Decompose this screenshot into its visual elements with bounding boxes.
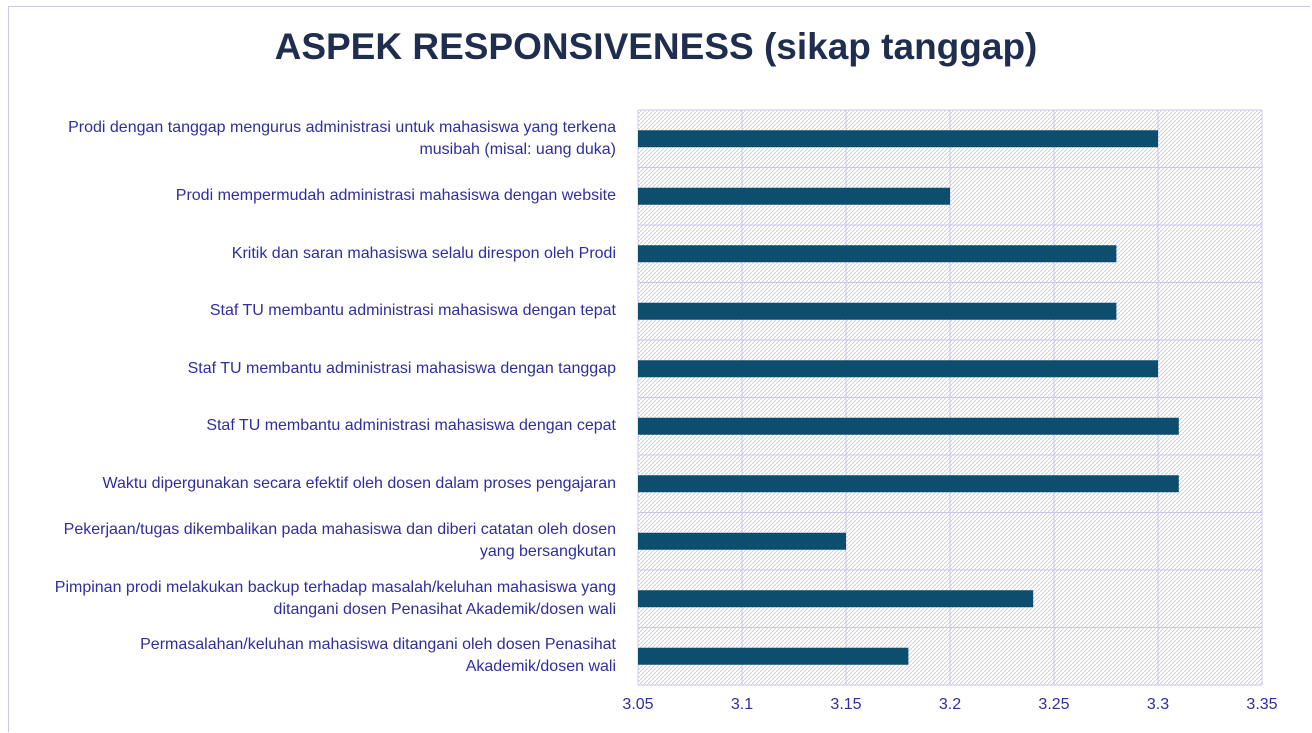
- y-tick-label: Staf TU membantu administrasi mahasiswa …: [209, 302, 616, 320]
- bar: [638, 360, 1158, 378]
- x-tick-label: 3.2: [939, 696, 961, 713]
- y-tick-label: Waktu dipergunakan secara efektif oleh d…: [102, 474, 616, 492]
- y-tick-label: Pimpinan prodi melakukan backup terhadap…: [54, 578, 616, 618]
- bar: [638, 245, 1117, 263]
- bar: [638, 647, 909, 665]
- x-tick-label: 3.35: [1246, 696, 1277, 713]
- y-tick-label: Staf TU membantu administrasi mahasiswa …: [187, 359, 616, 377]
- bar: [638, 417, 1179, 435]
- bar: [638, 187, 950, 205]
- x-tick-label: 3.15: [830, 696, 861, 713]
- x-tick-label: 3.1: [731, 696, 753, 713]
- bar: [638, 590, 1034, 608]
- x-tick-label: 3.25: [1038, 696, 1069, 713]
- bar: [638, 130, 1158, 148]
- y-tick-label: Permasalahan/keluhan mahasiswa ditangani…: [140, 636, 616, 676]
- chart-title: ASPEK RESPONSIVENESS (sikap tanggap): [274, 26, 1038, 67]
- frame: [8, 6, 1310, 732]
- bar: [638, 302, 1117, 320]
- y-tick-label: Kritik dan saran mahasiswa selalu diresp…: [231, 244, 616, 262]
- y-tick-label: Prodi dengan tanggap mengurus administra…: [68, 118, 616, 158]
- y-tick-label: Prodi mempermudah administrasi mahasiswa…: [175, 187, 616, 205]
- bar: [638, 532, 846, 550]
- x-tick-label: 3.05: [622, 696, 653, 713]
- bar: [638, 475, 1179, 493]
- y-tick-label: Pekerjaan/tugas dikembalikan pada mahasi…: [63, 521, 616, 561]
- x-tick-label: 3.3: [1147, 696, 1169, 713]
- y-tick-label: Staf TU membantu administrasi mahasiswa …: [206, 417, 616, 435]
